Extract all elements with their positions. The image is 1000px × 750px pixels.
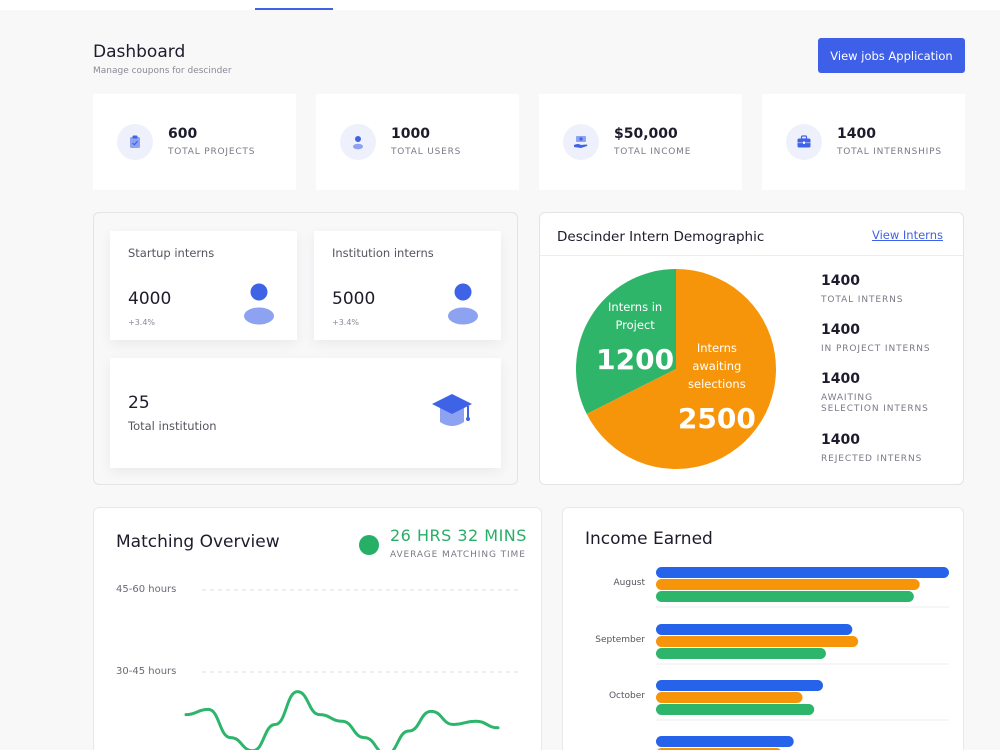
person-icon (244, 283, 274, 325)
stat-label: TOTAL USERS (391, 147, 462, 157)
view-interns-link[interactable]: View Interns (871, 228, 943, 242)
card-title: Income Earned (585, 529, 713, 549)
pie-slice (586, 269, 776, 469)
pie-slice-value: 2500 (678, 402, 756, 435)
legend-project-interns: 1400 IN PROJECT INTERNS (821, 322, 941, 355)
money-hand-icon (563, 124, 599, 160)
startup-interns-card: Startup interns 4000 +3.4% (110, 231, 297, 340)
legend-label: IN PROJECT INTERNS (821, 344, 931, 354)
top-navigation-bar (0, 0, 1000, 10)
pie-slice-label: Interns in (608, 300, 662, 314)
legend-label: REJECTED INTERNS (821, 454, 923, 464)
income-earned-card: Income Earned August September October (562, 507, 964, 750)
average-time-dot (359, 535, 379, 555)
bar-category-label: September (595, 635, 645, 645)
pie-slice-label: Interns (697, 341, 737, 355)
card-title: Matching Overview (116, 532, 280, 552)
card-label: Total institution (128, 419, 217, 433)
legend-value: 1400 (821, 273, 860, 289)
matching-line (184, 690, 500, 750)
income-bar (656, 579, 920, 590)
clipboard-icon (117, 124, 153, 160)
y-tick-label: 30-45 hours (116, 666, 177, 677)
bar-category-label: October (609, 691, 645, 701)
legend-value: 1400 (821, 371, 860, 387)
stat-label: TOTAL INTERNSHIPS (837, 147, 942, 157)
card-value: 5000 (332, 289, 376, 309)
stat-label: TOTAL INCOME (614, 147, 692, 157)
legend-rejected-interns: 1400 REJECTED INTERNS (821, 432, 941, 465)
card-change: +3.4% (332, 318, 360, 327)
total-institution-card: 25 Total institution (110, 358, 501, 468)
income-bar (656, 692, 803, 703)
interns-panel: Startup interns 4000 +3.4% Institution i… (93, 212, 518, 485)
stat-card-internships: 1400 TOTAL INTERNSHIPS (762, 94, 965, 190)
pie-slice-value: 1200 (596, 343, 674, 376)
average-matching-time: 26 HRS 32 MINS (390, 526, 527, 545)
page-subtitle: Manage coupons for descinder (93, 66, 232, 76)
graduation-cap-icon (432, 394, 472, 426)
panel-title: Descinder Intern Demographic (557, 229, 765, 245)
stat-value: 600 (168, 126, 198, 142)
income-bar-chart: August September October (595, 567, 949, 750)
card-change: +3.4% (128, 318, 156, 327)
legend-awaiting-interns: 1400 AWAITING SELECTION INTERNS (821, 371, 931, 415)
average-matching-label: AVERAGE MATCHING TIME (390, 550, 526, 560)
income-bar (656, 680, 824, 691)
stat-value: 1400 (837, 126, 876, 142)
stat-value: 1000 (391, 126, 430, 142)
card-value: 4000 (128, 289, 172, 309)
income-bar (656, 624, 853, 635)
view-jobs-application-button[interactable]: View jobs Application (818, 38, 965, 73)
legend-value: 1400 (821, 322, 860, 338)
matching-overview-card: Matching Overview 26 HRS 32 MINS AVERAGE… (93, 507, 542, 750)
demographic-panel: Descinder Intern Demographic View Intern… (539, 212, 964, 485)
income-bar (656, 704, 815, 715)
stat-card-users: 1000 TOTAL USERS (316, 94, 519, 190)
institution-interns-card: Institution interns 5000 +3.4% (314, 231, 501, 340)
card-title: Institution interns (332, 246, 434, 260)
active-tab-indicator (255, 8, 333, 10)
legend-value: 1400 (821, 432, 860, 448)
panel-header: Descinder Intern Demographic View Intern… (540, 213, 963, 256)
y-tick-label: 45-60 hours (116, 584, 177, 595)
matching-line-chart (184, 589, 522, 750)
card-value: 25 (128, 393, 150, 413)
stat-label: TOTAL PROJECTS (168, 147, 256, 157)
stat-value: $50,000 (614, 126, 678, 142)
income-bar (656, 591, 914, 602)
person-icon (448, 283, 478, 325)
pie-slice-label: awaiting (692, 359, 741, 373)
legend-label: TOTAL INTERNS (821, 295, 904, 305)
income-bar (656, 567, 949, 578)
stat-card-projects: 600 TOTAL PROJECTS (93, 94, 296, 190)
income-bar (656, 736, 794, 747)
pie-slice-label: selections (688, 377, 746, 391)
user-icon (340, 124, 376, 160)
pie-slice (576, 269, 676, 415)
card-title: Startup interns (128, 246, 215, 260)
legend-total-interns: 1400 TOTAL INTERNS (821, 273, 941, 306)
page-title: Dashboard (93, 42, 186, 62)
income-bar (656, 636, 859, 647)
pie-slice-label: Project (615, 318, 655, 332)
legend-label: AWAITING SELECTION INTERNS (821, 393, 929, 414)
stat-card-income: $50,000 TOTAL INCOME (539, 94, 742, 190)
bar-category-label: August (614, 578, 646, 588)
demographic-pie-chart: Interns in Project 1200 Interns awaiting sele… (576, 269, 776, 469)
income-bar (656, 648, 826, 659)
briefcase-icon (786, 124, 822, 160)
